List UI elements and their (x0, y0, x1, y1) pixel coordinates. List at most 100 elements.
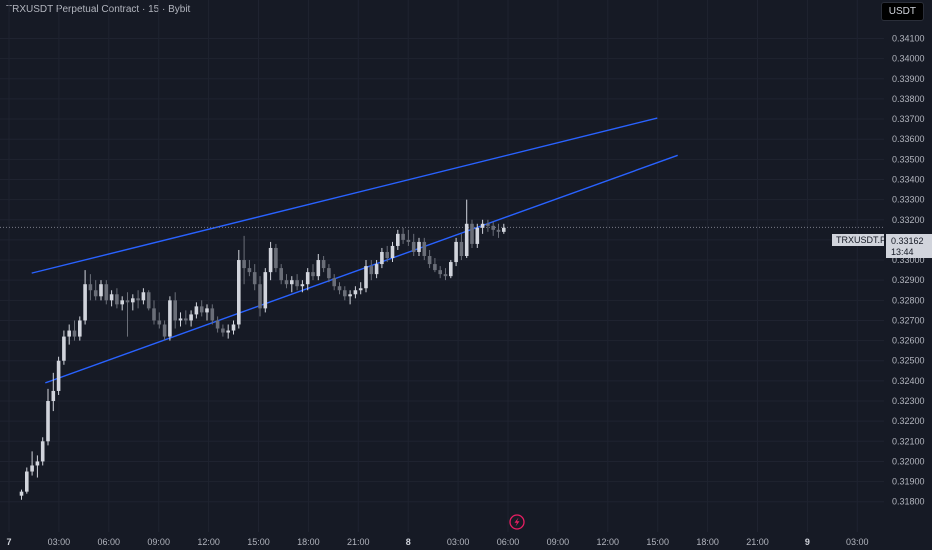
y-tick-label: 0.33500 (892, 154, 925, 164)
y-tick-label: 0.32200 (892, 416, 925, 426)
candle (332, 274, 336, 291)
candle (454, 237, 458, 267)
candle (321, 256, 326, 273)
candle (221, 324, 225, 337)
y-tick-label: 0.33400 (892, 174, 925, 184)
y-tick-label: 0.33800 (892, 94, 925, 104)
trendline[interactable] (31, 117, 658, 274)
candle (35, 455, 40, 478)
candle (337, 282, 342, 295)
candle (152, 300, 156, 325)
candle (120, 296, 124, 311)
flash-icon[interactable] (509, 514, 525, 530)
trendline[interactable] (45, 154, 678, 384)
candle (115, 288, 119, 309)
x-tick-label: 12:00 (597, 537, 620, 547)
candle (184, 310, 188, 325)
candle (464, 199, 469, 259)
trendlines[interactable] (31, 117, 678, 384)
candle (348, 290, 352, 305)
candle (242, 235, 246, 285)
y-axis: 0.31800 0.31900 0.32000 0.32100 0.32200 0.323… (892, 34, 925, 507)
price-tag: TRXUSDT.P 0.33162 13:44 (832, 234, 932, 258)
candle (502, 223, 506, 234)
candle (231, 320, 236, 335)
y-tick-label: 0.32800 (892, 295, 925, 305)
x-axis: 7 03:00 06:00 09:00 12:00 15:00 18:00 21:00 8 03:… (6, 537, 868, 547)
x-tick-label: 18:00 (696, 537, 719, 547)
candle (411, 233, 416, 257)
y-tick-label: 0.32500 (892, 356, 925, 366)
candle (189, 310, 193, 327)
candle (311, 264, 315, 281)
y-tick-label: 0.31800 (892, 497, 925, 507)
y-tick-label: 0.33200 (892, 215, 925, 225)
candle (422, 237, 427, 261)
candle (316, 253, 321, 281)
currency-button[interactable]: USDT (880, 2, 924, 21)
candle (374, 260, 379, 279)
candle (427, 249, 432, 269)
candle (226, 324, 230, 339)
candle (215, 316, 220, 333)
x-tick-label: 18:00 (297, 537, 320, 547)
x-tick-label: 03:00 (447, 537, 470, 547)
y-tick-label: 0.33900 (892, 74, 925, 84)
candle (19, 489, 24, 500)
y-tick-label: 0.33600 (892, 134, 925, 144)
candle (305, 268, 310, 291)
x-tick-label: 15:00 (247, 537, 270, 547)
candle (99, 280, 103, 301)
candle (157, 312, 162, 329)
x-tick-label: 03:00 (846, 537, 869, 547)
candle (279, 264, 283, 285)
candle (274, 243, 278, 273)
candle (295, 274, 299, 291)
y-tick-label: 0.32600 (892, 336, 925, 346)
candle (104, 280, 109, 305)
candle (252, 264, 257, 291)
candle (438, 266, 442, 279)
candle (496, 223, 501, 238)
candle (300, 280, 305, 293)
candle (480, 219, 485, 234)
y-tick-label: 0.32700 (892, 315, 925, 325)
x-tick-label: 06:00 (497, 537, 520, 547)
y-tick-label: 0.32300 (892, 396, 925, 406)
candle (88, 274, 93, 301)
candle (78, 316, 82, 341)
x-tick-label: 15:00 (646, 537, 669, 547)
candle (67, 324, 71, 345)
y-tick-label: 0.32400 (892, 376, 925, 386)
chart-title: TRXUSDT Perpetual Contract · 15 · Bybit (6, 4, 191, 15)
x-tick-label: 21:00 (746, 537, 769, 547)
candle (390, 241, 395, 263)
x-tick-label: 12:00 (197, 537, 220, 547)
y-tick-label: 0.33700 (892, 114, 925, 124)
candle (56, 356, 61, 395)
x-tick-label: 7 (6, 537, 11, 547)
y-tick-label: 0.33300 (892, 195, 925, 205)
candle (459, 233, 464, 261)
candle (109, 290, 114, 307)
candle (173, 292, 177, 329)
candle (178, 312, 183, 327)
x-tick-label: 9 (805, 537, 810, 547)
grid (0, 0, 884, 532)
candle (46, 388, 50, 446)
candle (168, 296, 172, 341)
x-tick-label: 21:00 (347, 537, 370, 547)
y-tick-label: 0.31900 (892, 477, 925, 487)
candle (475, 223, 480, 248)
symbol-tag-bg (832, 234, 884, 246)
candle (268, 241, 273, 281)
candle (284, 274, 289, 289)
candle (385, 245, 389, 263)
candle (51, 372, 56, 412)
candle (380, 247, 384, 269)
candle (369, 260, 374, 281)
x-tick-label: 8 (406, 537, 411, 547)
candle (83, 270, 87, 325)
candle (125, 292, 130, 337)
